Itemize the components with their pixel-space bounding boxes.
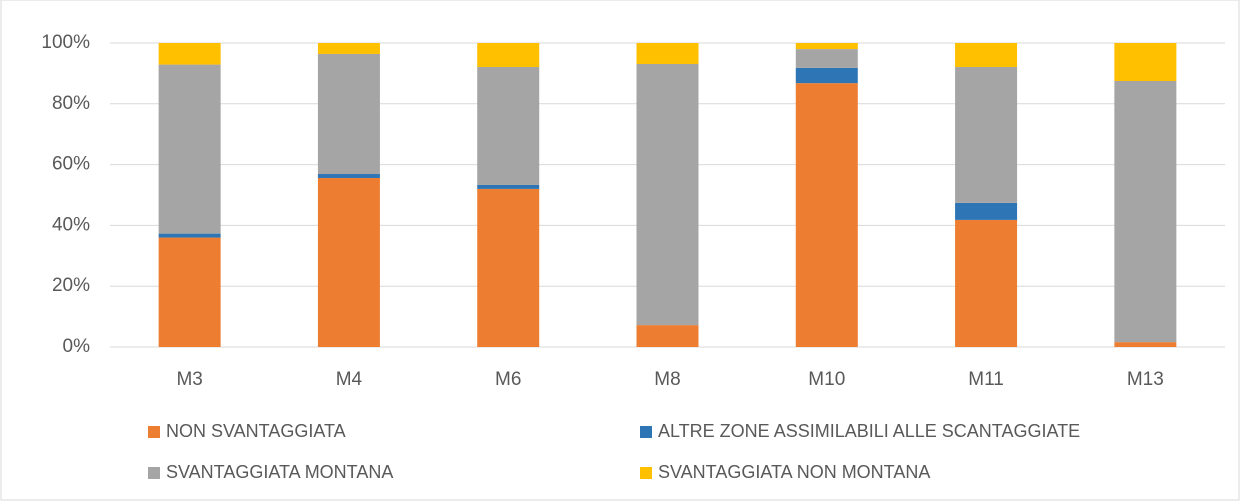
bar-segment [158,237,221,347]
bar-segment [636,63,699,326]
x-tick-label: M10 [808,369,845,390]
y-tick-label: 40% [52,214,90,235]
x-tick-label: M11 [968,369,1004,390]
bar-segment [955,202,1018,220]
bar-segment [636,43,699,64]
bar-segment [158,233,221,238]
bar-segment [1114,43,1177,81]
x-tick-label: M13 [1127,369,1164,390]
bar-segment [795,67,858,84]
bar-segment [1114,342,1177,347]
legend-label: SVANTAGGIATA MONTANA [166,462,393,482]
bar-segment [955,219,1018,347]
bar-segment [477,188,540,347]
bar-segment [1114,81,1177,343]
y-tick-label: 100% [41,32,90,53]
bar-segment [158,43,221,65]
bar-segment [477,67,540,185]
y-tick-label: 60% [52,154,90,175]
bar-segment [955,43,1018,68]
x-tick-label: M3 [176,369,202,390]
bar-segment [317,177,380,347]
legend-label: ALTRE ZONE ASSIMILABILI ALLE SCANTAGGIAT… [658,421,1080,441]
bar-segment [317,174,380,178]
bar-segment [795,83,858,348]
legend-swatch [640,426,652,438]
bar-segment [158,64,221,234]
x-tick-label: M6 [495,369,521,390]
x-tick-label: M8 [654,369,680,390]
bar-segment [795,43,858,50]
bar-segment [795,49,858,68]
bar-segment [477,43,540,68]
legend-label: NON SVANTAGGIATA [166,421,346,441]
legend-label: SVANTAGGIATA NON MONTANA [658,462,930,482]
bar-segment [477,184,540,189]
legend-swatch [148,426,160,438]
bar-segment [317,53,380,175]
bar-segment [955,67,1018,203]
bar-segment [636,325,699,347]
x-tick-label: M4 [336,369,363,390]
legend-swatch [148,467,160,479]
y-tick-label: 80% [52,93,90,114]
bar-segment [317,43,380,54]
legend-swatch [640,467,652,479]
y-tick-label: 20% [52,275,90,296]
y-tick-label: 0% [63,336,91,357]
